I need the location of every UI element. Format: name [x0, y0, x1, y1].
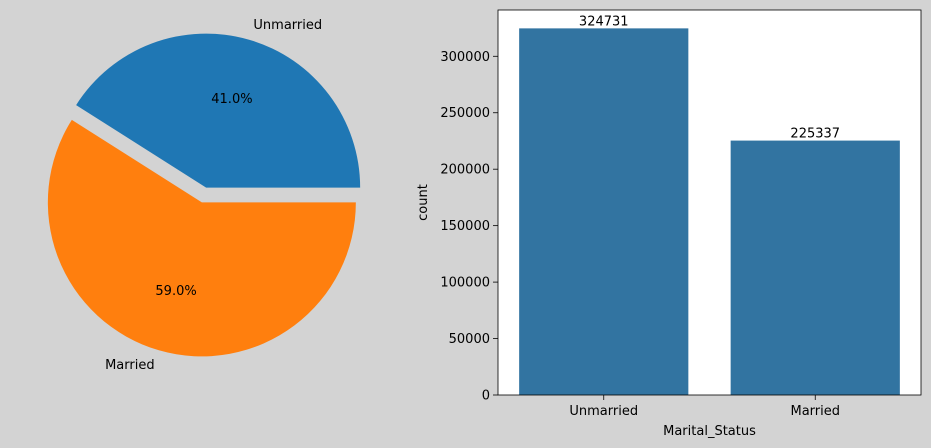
y-tick-label: 150000 [440, 219, 490, 234]
pie-percent-married: 59.0% [155, 284, 196, 299]
y-tick-label: 300000 [440, 50, 490, 65]
y-axis-label: count [416, 184, 431, 221]
pie-slice-unmarried [76, 33, 361, 188]
bar-data-label-unmarried: 324731 [579, 14, 629, 29]
bar-chart: 324731 225337 0 50000 100000 150000 200000 250… [416, 9, 922, 439]
x-tick-label-married: Married [790, 404, 840, 419]
y-tick-label: 0 [482, 389, 490, 404]
pie-label-unmarried: Unmarried [253, 18, 322, 33]
x-tick-label-unmarried: Unmarried [569, 404, 638, 419]
pie-label-married: Married [105, 358, 155, 373]
bar-data-label-married: 225337 [790, 127, 840, 142]
y-tick-label: 50000 [449, 332, 490, 347]
bar-axes-frame [497, 9, 922, 396]
pie-chart: Unmarried 41.0% Married 59.0% [47, 18, 361, 373]
y-tick-label: 200000 [440, 163, 490, 178]
bar-married [730, 140, 900, 395]
pie-percent-unmarried: 41.0% [211, 92, 252, 107]
x-axis-label: Marital_Status [663, 424, 756, 439]
y-tick-label: 100000 [440, 276, 490, 291]
pie-slice-married [47, 119, 356, 357]
y-tick-label: 250000 [440, 106, 490, 121]
bar-unmarried [519, 28, 689, 395]
